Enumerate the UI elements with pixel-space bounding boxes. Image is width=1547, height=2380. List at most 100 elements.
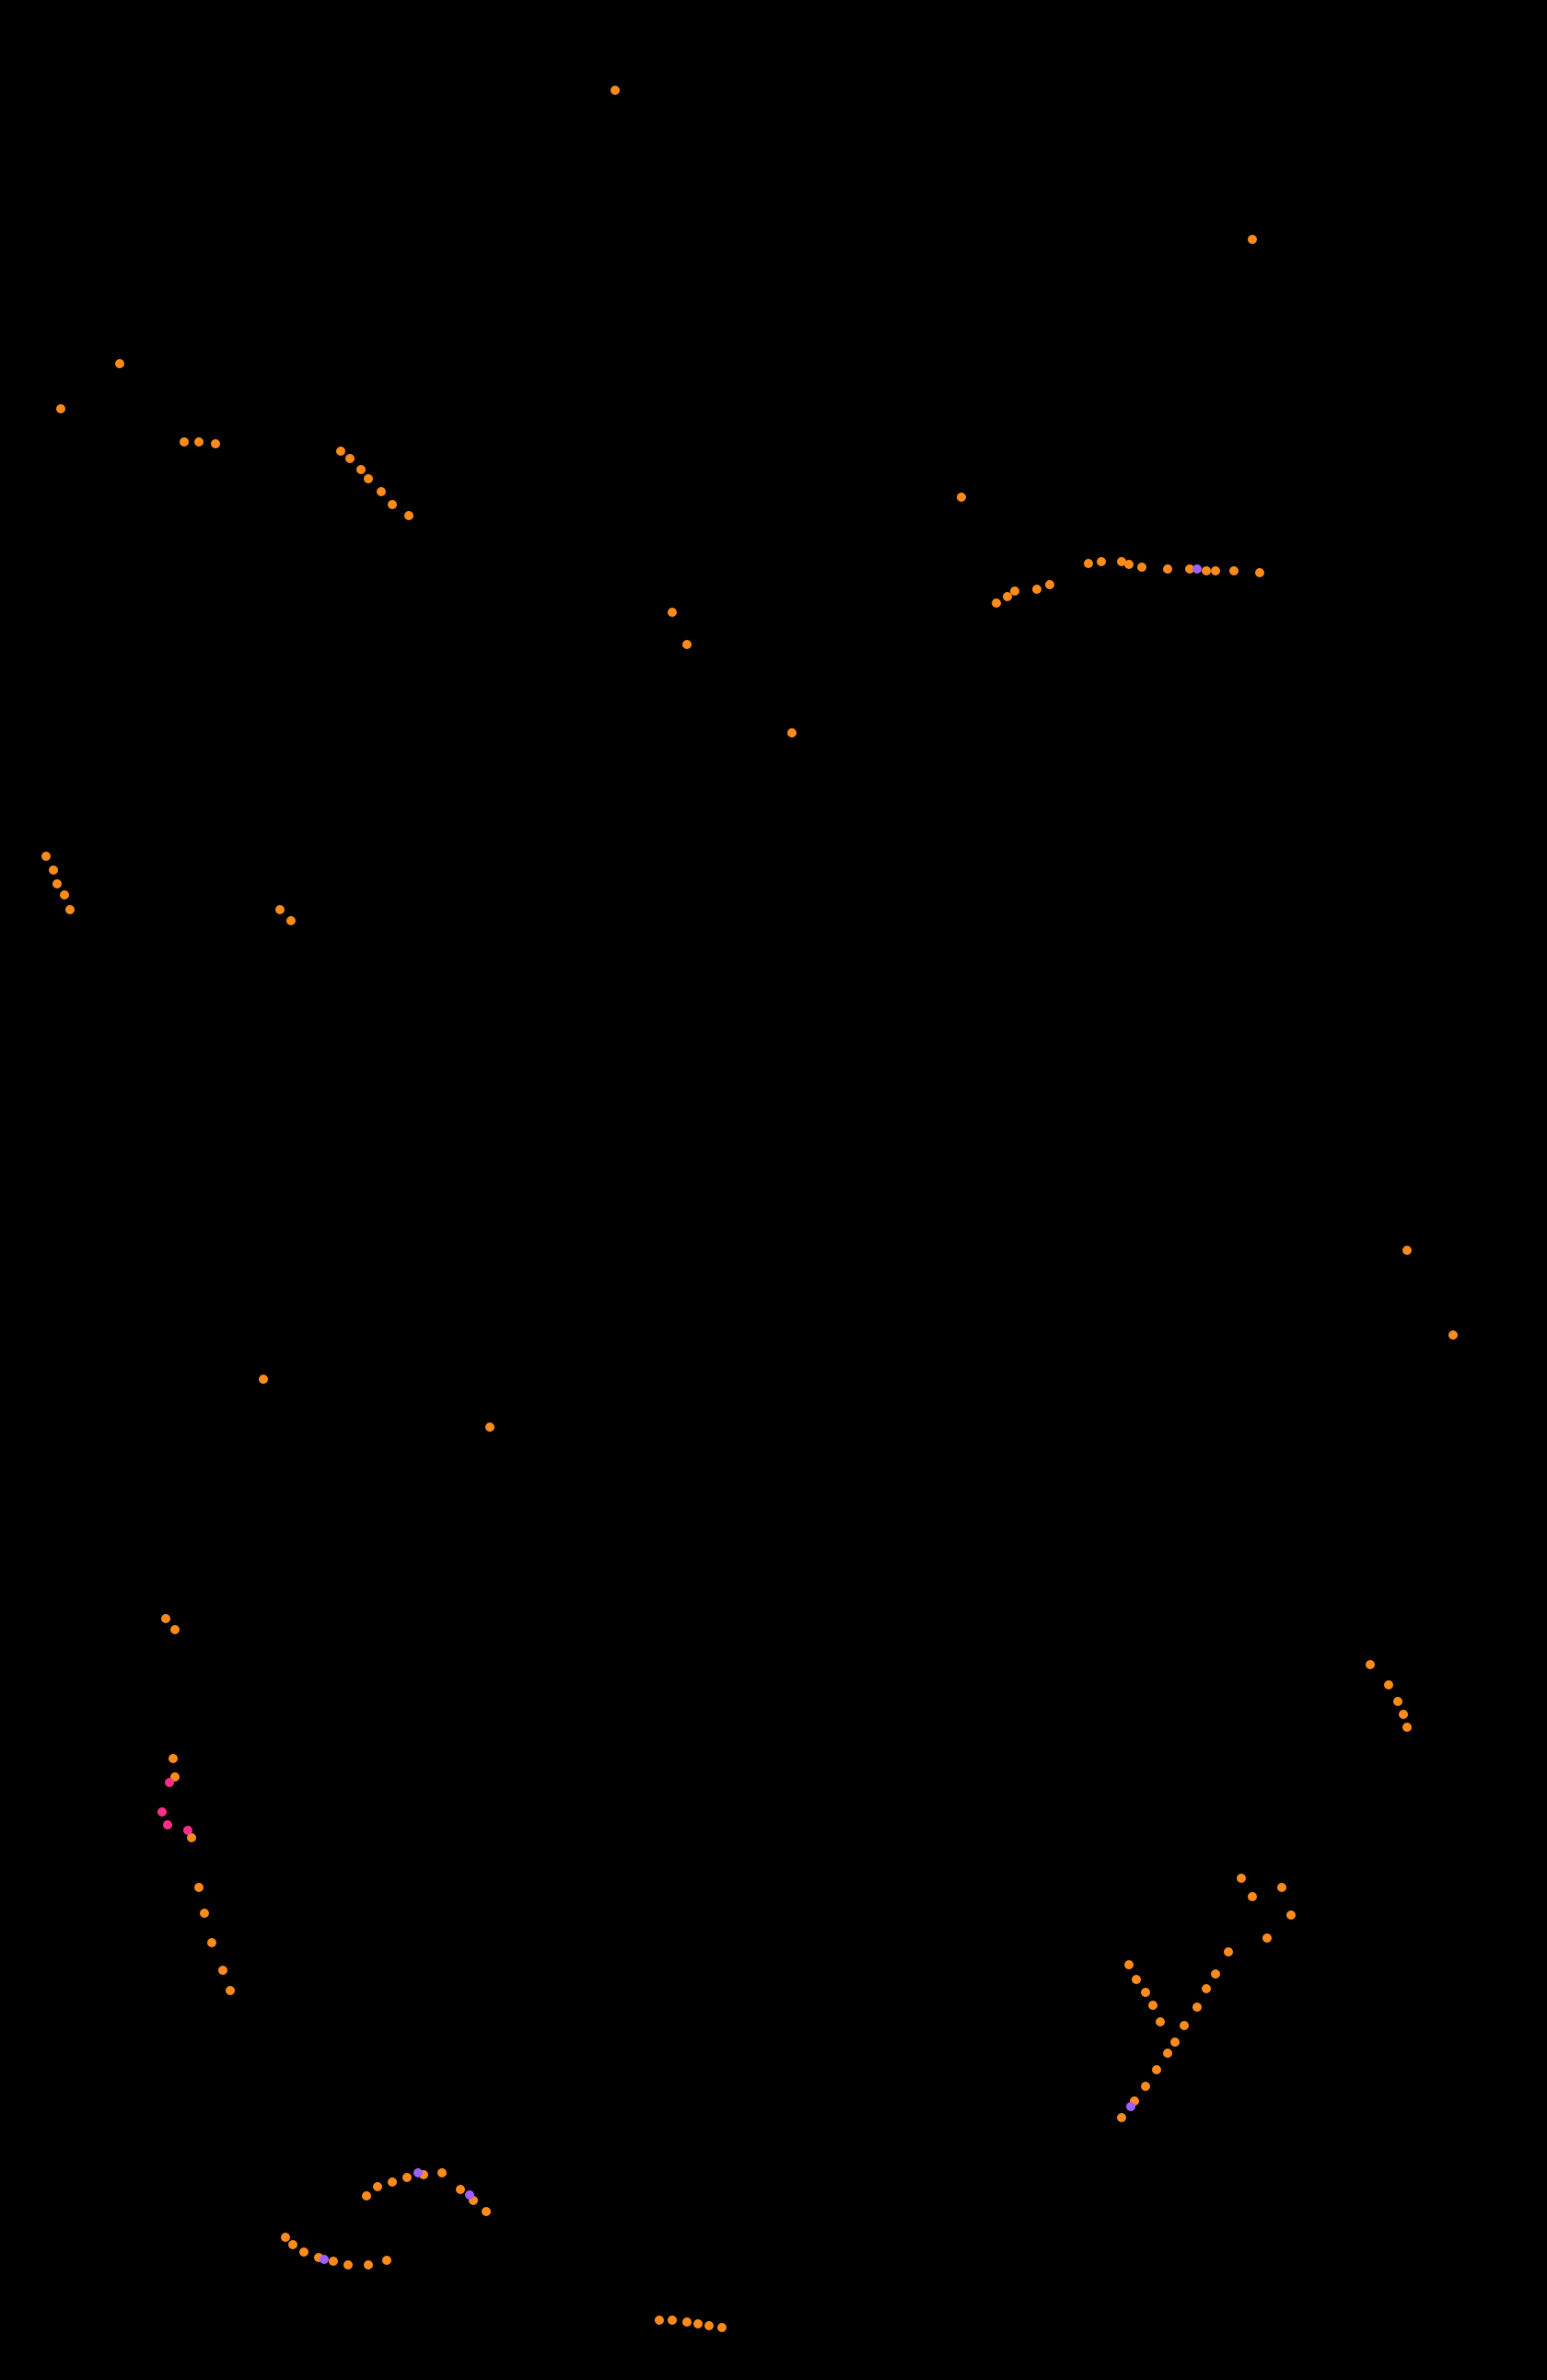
scatter-point-primary <box>1152 2065 1161 2074</box>
scatter-point-primary <box>1141 1988 1150 1997</box>
scatter-point-primary <box>787 728 797 737</box>
scatter-point-primary <box>336 447 345 456</box>
scatter-point-primary <box>1124 560 1134 569</box>
scatter-point-primary <box>65 905 75 914</box>
scatter-point-primary <box>655 2316 664 2325</box>
scatter-point-primary <box>1402 1246 1412 1255</box>
scatter-point-primary <box>1402 1723 1412 1732</box>
scatter-point-primary <box>1229 566 1239 575</box>
scatter-point-primary <box>377 487 386 496</box>
scatter-point-primary <box>1141 2082 1150 2091</box>
scatter-point-primary <box>364 2260 373 2270</box>
scatter-point-primary <box>364 474 373 483</box>
scatter-point-primary <box>402 2173 412 2182</box>
scatter-point-primary <box>668 2316 677 2325</box>
scatter-point-violet-accent <box>465 2190 474 2200</box>
scatter-point-primary <box>611 86 620 95</box>
scatter-point-primary <box>1163 564 1172 574</box>
scatter-point-primary <box>194 437 204 447</box>
scatter-point-primary <box>373 2182 382 2191</box>
scatter-point-primary <box>1262 1933 1272 1943</box>
scatter-point-primary <box>1393 1697 1402 1706</box>
scatter-point-primary <box>1202 566 1211 575</box>
scatter-point-primary <box>1170 2038 1180 2047</box>
scatter-point-primary <box>343 2260 353 2270</box>
scatter-point-primary <box>194 1883 204 1892</box>
scatter-point-primary <box>482 2207 491 2216</box>
scatter-point-primary <box>957 493 966 502</box>
scatter-point-primary <box>682 2317 692 2327</box>
scatter-point-primary <box>1286 1910 1296 1920</box>
scatter-point-primary <box>1045 580 1054 589</box>
scatter-point-primary <box>382 2256 391 2265</box>
scatter-point-primary <box>356 465 366 474</box>
scatter-point-primary <box>1399 1710 1408 1719</box>
scatter-point-primary <box>1084 559 1093 568</box>
scatter-point-primary <box>49 865 58 875</box>
scatter-point-primary <box>1097 557 1106 566</box>
scatter-point-primary <box>1010 586 1019 596</box>
scatter-point-primary <box>1448 1330 1458 1340</box>
scatter-point-primary <box>704 2321 714 2330</box>
scatter-point-primary <box>1277 1883 1286 1892</box>
scatter-point-primary <box>1192 2003 1202 2012</box>
scatter-point-primary <box>1224 1947 1233 1956</box>
scatter-point-primary <box>1163 2049 1172 2058</box>
scatter-point-primary <box>207 1938 216 1947</box>
scatter-point-primary <box>1384 1680 1393 1689</box>
scatter-point-primary <box>1137 563 1146 572</box>
scatter-point-primary <box>115 359 124 368</box>
scatter-point-magenta-accent <box>157 1807 167 1817</box>
scatter-point-primary <box>329 2257 338 2266</box>
scatter-point-primary <box>1237 1874 1246 1883</box>
scatter-point-violet-accent <box>1192 564 1202 574</box>
scatter-point-primary <box>1248 1892 1257 1901</box>
scatter-point-primary <box>211 439 220 448</box>
scatter-point-primary <box>388 2177 397 2187</box>
scatter-point-primary <box>668 608 677 617</box>
scatter-point-primary <box>362 2191 371 2200</box>
scatter-point-primary <box>259 1375 268 1384</box>
scatter-point-primary <box>299 2247 308 2257</box>
scatter-point-primary <box>226 1986 235 1995</box>
scatter-point-violet-accent <box>320 2255 329 2264</box>
scatter-point-primary <box>1124 1960 1134 1969</box>
scatter-point-violet-accent <box>413 2168 423 2177</box>
scatter-point-primary <box>56 404 65 413</box>
scatter-point-primary <box>275 905 285 914</box>
scatter-point-primary <box>1211 566 1220 575</box>
scatter-point-violet-accent <box>1126 2102 1135 2111</box>
scatter-point-primary <box>169 1754 178 1763</box>
scatter-point-primary <box>161 1614 170 1623</box>
scatter-point-primary <box>345 454 355 463</box>
scatter-point-primary <box>41 852 51 861</box>
scatter-point-primary <box>1248 235 1257 244</box>
scatter-point-primary <box>1180 2021 1189 2030</box>
scatter-point-primary <box>170 1625 180 1634</box>
scatter-point-primary <box>1032 585 1041 594</box>
scatter-point-primary <box>52 879 62 888</box>
scatter-point-primary <box>60 890 69 900</box>
scatter-point-primary <box>682 640 692 649</box>
scatter-point-primary <box>388 500 397 509</box>
scatter-point-primary <box>180 437 189 447</box>
scatter-point-primary <box>717 2323 727 2332</box>
scatter-point-primary <box>1156 2017 1165 2026</box>
scatter-point-primary <box>1211 1969 1220 1979</box>
scatter-plot <box>0 0 1547 2380</box>
scatter-point-primary <box>456 2185 465 2194</box>
scatter-point-primary <box>693 2319 703 2328</box>
scatter-point-magenta-accent <box>163 1820 172 1829</box>
scatter-point-primary <box>1117 2113 1126 2122</box>
scatter-point-primary <box>200 1909 209 1918</box>
scatter-point-magenta-accent <box>165 1778 174 1787</box>
scatter-point-primary <box>1202 1984 1211 1993</box>
scatter-point-primary <box>992 598 1001 608</box>
scatter-point-primary <box>437 2168 447 2177</box>
scatter-point-primary <box>1132 1975 1141 1984</box>
scatter-point-primary <box>1366 1660 1375 1669</box>
scatter-point-primary <box>1255 568 1264 577</box>
scatter-point-primary <box>288 2240 297 2249</box>
scatter-point-primary <box>404 511 413 520</box>
scatter-point-primary <box>218 1966 227 1975</box>
